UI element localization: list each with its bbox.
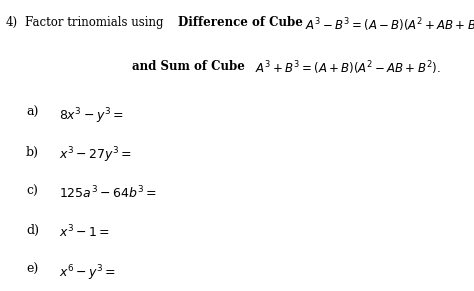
Text: 4): 4) <box>6 16 18 29</box>
Text: and Sum of Cube: and Sum of Cube <box>132 60 249 73</box>
Text: $x^6-y^3=$: $x^6-y^3=$ <box>59 263 117 283</box>
Text: $125a^3-64b^3=$: $125a^3-64b^3=$ <box>59 185 157 201</box>
Text: a): a) <box>26 106 38 119</box>
Text: Factor trinomials using: Factor trinomials using <box>25 16 167 29</box>
Text: Difference of Cube: Difference of Cube <box>178 16 307 29</box>
Text: c): c) <box>26 185 38 198</box>
Text: $x^3-27y^3=$: $x^3-27y^3=$ <box>59 146 132 165</box>
Text: e): e) <box>26 263 38 276</box>
Text: b): b) <box>26 146 39 159</box>
Text: $A^3 - B^3 = (A - B)(A^2 + AB + B^2)$: $A^3 - B^3 = (A - B)(A^2 + AB + B^2)$ <box>305 16 474 33</box>
Text: d): d) <box>26 224 39 237</box>
Text: $A^3 + B^3 = (A + B)(A^2 - AB + B^2).$: $A^3 + B^3 = (A + B)(A^2 - AB + B^2).$ <box>255 60 441 77</box>
Text: $8x^3-y^3=$: $8x^3-y^3=$ <box>59 106 124 126</box>
Text: $x^3-1=$: $x^3-1=$ <box>59 224 110 241</box>
